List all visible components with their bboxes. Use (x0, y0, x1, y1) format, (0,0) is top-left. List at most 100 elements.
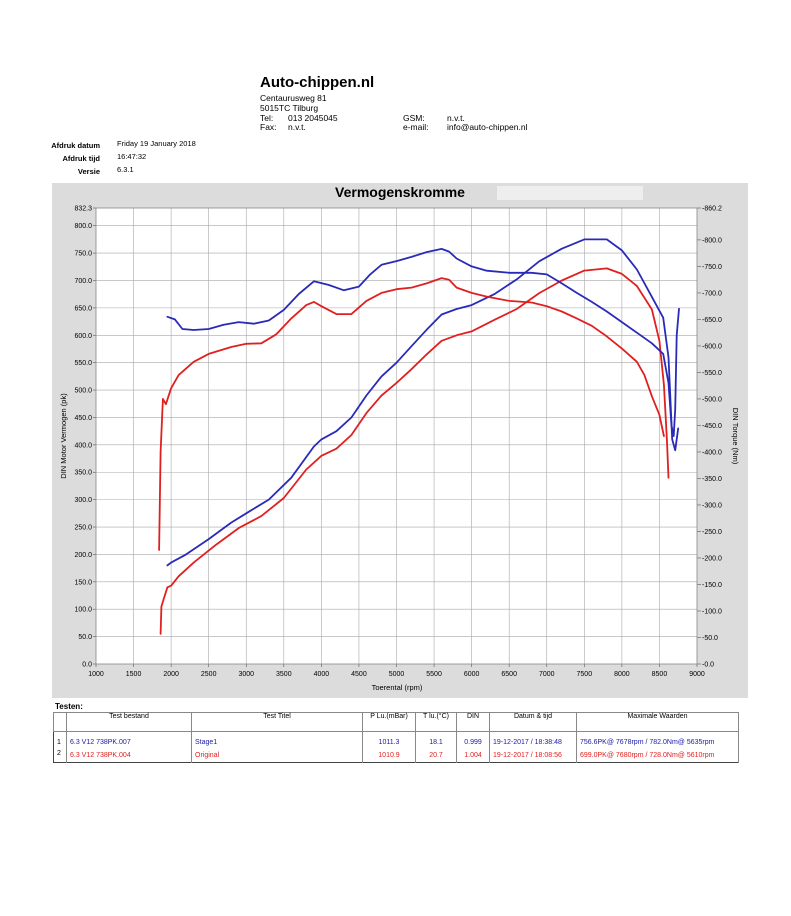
y-right-tick-label: -750.0 (702, 264, 722, 271)
email-value: info@auto-chippen.nl (447, 122, 528, 132)
gsm-value: n.v.t. (447, 113, 465, 123)
version-value: 6.3.1 (117, 165, 134, 174)
y-right-tick-label: -800.0 (702, 237, 722, 244)
y-left-tick-label: 550.0 (74, 360, 92, 367)
fax-value: n.v.t. (288, 122, 306, 132)
row-max: 756.6PK@ 7678rpm / 782.0Nm@ 5635rpm (576, 731, 739, 748)
tests-header-row: Test bestand Test Titel P Lu.(mBar) T lu… (53, 712, 739, 732)
y-left-tick-label: 400.0 (74, 442, 92, 449)
print-date-label: Afdruk datum (51, 141, 100, 150)
x-tick-label: 7500 (577, 671, 593, 678)
chart-title: Vermogenskromme (335, 184, 465, 200)
x-tick-label: 6500 (501, 671, 517, 678)
row-datetime: 19-12-2017 / 18:08:56 (489, 748, 577, 763)
table-row: 2 6.3 V12 738PK.004 Original 1010.9 20.7… (53, 748, 739, 763)
y-left-tick-label: 832.3 (74, 206, 92, 213)
y-right-tick-label: -650.0 (702, 317, 722, 324)
y-left-tick-label: 500.0 (74, 388, 92, 395)
y-right-tick-label: -550.0 (702, 370, 722, 377)
email-label: e-mail: (403, 122, 429, 132)
company-name: Auto-chippen.nl (260, 74, 375, 91)
x-axis-label: Toerental (rpm) (372, 683, 423, 692)
y-right-tick-label: -200.0 (702, 555, 722, 562)
y-left-tick-label: 300.0 (74, 497, 92, 504)
x-tick-label: 8500 (652, 671, 668, 678)
fax-label: Fax: (260, 122, 277, 132)
tel-value: 013 2045045 (288, 113, 338, 123)
table-row: 1 6.3 V12 738PK.007 Stage1 1011.3 18.1 0… (53, 731, 739, 748)
plot-frame (95, 207, 698, 665)
x-tick-label: 1500 (126, 671, 142, 678)
y-axis-label-right: DIN Torque (Nm) (731, 408, 740, 465)
company-city: 5015TC Tilburg (260, 103, 319, 113)
x-tick-label: 7000 (539, 671, 555, 678)
y-left-tick-label: 750.0 (74, 251, 92, 258)
series-line-original-power (159, 267, 670, 635)
y-right-tick-label: -50.0 (702, 635, 718, 642)
company-street: Centaurusweg 81 (260, 93, 327, 103)
version-label: Versie (77, 167, 100, 176)
row-pressure: 1010.9 (362, 748, 416, 763)
x-tick-label: 6000 (464, 671, 480, 678)
series-line-original-torque (158, 277, 665, 551)
row-din: 1.004 (456, 748, 490, 763)
x-tick-label: 5500 (426, 671, 442, 678)
y-left-tick-label: 450.0 (74, 415, 92, 422)
gsm-label: GSM: (403, 113, 425, 123)
y-right-tick-label: -300.0 (702, 502, 722, 509)
y-left-tick-label: 100.0 (74, 607, 92, 614)
tests-label: Testen: (55, 702, 83, 711)
x-tick-label: 8000 (614, 671, 630, 678)
x-tick-label: 2000 (163, 671, 179, 678)
y-left-tick-label: 600.0 (74, 333, 92, 340)
title-highlight (497, 186, 643, 200)
y-left-tick-label: 250.0 (74, 525, 92, 532)
y-right-tick-label: -450.0 (702, 423, 722, 430)
row-num: 2 (53, 748, 67, 763)
x-tick-label: 3000 (238, 671, 254, 678)
print-time-label: Afdruk tijd (62, 154, 101, 163)
x-tick-label: 4500 (351, 671, 367, 678)
y-right-tick-label: -500.0 (702, 396, 722, 403)
grid-lines (96, 208, 697, 664)
power-torque-chart: Vermogenskromme 1000 1500 2000 2500 3000 3500… (59, 184, 740, 692)
row-temp: 20.7 (415, 748, 457, 763)
row-datetime: 19-12-2017 / 18:38:48 (489, 731, 577, 748)
header-pressure: P Lu.(mBar) (362, 712, 416, 732)
x-tick-label: 1000 (88, 671, 104, 678)
header-num (53, 712, 67, 732)
y-right-tick-label: -250.0 (702, 529, 722, 536)
row-title: Stage1 (191, 731, 363, 748)
tests-table: Test bestand Test Titel P Lu.(mBar) T lu… (53, 712, 739, 763)
y-left-tick-label: 350.0 (74, 470, 92, 477)
y-left-tick-label: 650.0 (74, 305, 92, 312)
y-axis-label-left: DIN Motor Vermogen (pk) (59, 393, 68, 479)
row-max: 699.0PK@ 7680rpm / 728.0Nm@ 5610rpm (576, 748, 739, 763)
row-temp: 18.1 (415, 731, 457, 748)
row-title: Original (191, 748, 363, 763)
y-right-tick-label: -150.0 (702, 582, 722, 589)
y-right-tick-label: -350.0 (702, 476, 722, 483)
print-time-value: 16:47:32 (117, 152, 147, 161)
x-tick-label: 5000 (389, 671, 405, 678)
y-right-tick-label: -600.0 (702, 343, 722, 350)
y-right-tick-label: -0.0 (702, 662, 714, 669)
header-datetime: Datum & tijd (489, 712, 577, 732)
y-left-tick-label: 200.0 (74, 552, 92, 559)
y-left-tick-label: 50.0 (78, 634, 92, 641)
row-pressure: 1011.3 (362, 731, 416, 748)
y-left-tick-label: 150.0 (74, 579, 92, 586)
x-tick-label: 9000 (689, 671, 705, 678)
header-max: Maximale Waarden (576, 712, 739, 732)
series-line-stage1-power (166, 238, 680, 567)
y-right-tick-label: -400.0 (702, 449, 722, 456)
series-line-stage1-torque (166, 248, 680, 437)
x-tick-label: 4000 (314, 671, 330, 678)
y-right-tick-label: -100.0 (702, 608, 722, 615)
header-din: DIN (456, 712, 490, 732)
y-left-tick-label: 700.0 (74, 278, 92, 285)
row-file: 6.3 V12 738PK.007 (66, 731, 192, 748)
row-file: 6.3 V12 738PK.004 (66, 748, 192, 763)
y-right-tick-label: -860.2 (702, 206, 722, 213)
chart-panel: Vermogenskromme 1000 1500 2000 2500 3000 3500… (52, 183, 748, 698)
